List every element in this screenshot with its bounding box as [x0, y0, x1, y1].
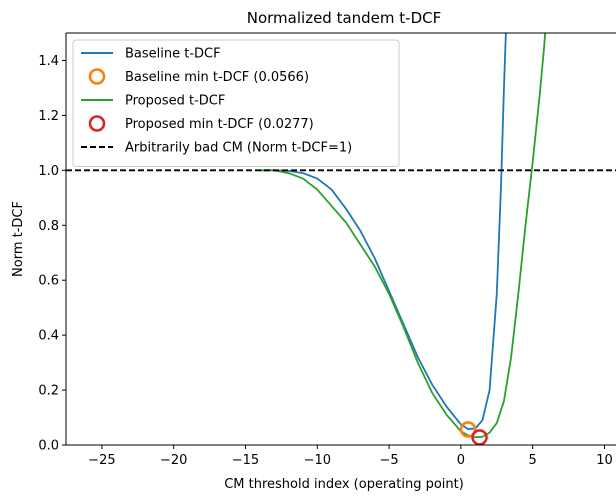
x-tick-label: −25 — [88, 453, 115, 468]
legend: Baseline t-DCF Baseline min t-DCF (0.0566… — [72, 39, 400, 167]
x-tick-label: 10 — [596, 453, 613, 468]
x-axis-label: CM threshold index (operating point) — [224, 477, 464, 492]
x-tick-label: 5 — [529, 453, 537, 468]
legend-label: Arbitrarily bad CM (Norm t-DCF=1) — [125, 141, 352, 156]
series-3-min-marker — [471, 429, 488, 445]
y-tick-label: 0.4 — [38, 329, 59, 344]
legend-frame — [72, 39, 400, 167]
x-tick-label: 0 — [457, 453, 465, 468]
legend-label: Baseline t-DCF — [125, 47, 221, 62]
x-tick-label: −5 — [379, 453, 398, 468]
y-tick-label: 0.8 — [38, 219, 59, 234]
legend-label: Baseline min t-DCF (0.0566) — [125, 70, 309, 85]
y-axis-label: Norm t-DCF — [11, 201, 26, 277]
x-tick-label: −10 — [304, 453, 331, 468]
legend-swatch-marker — [88, 115, 106, 132]
series-0-line — [258, 33, 507, 430]
y-tick-label: 0.6 — [38, 274, 59, 289]
y-tick-label: 1.4 — [38, 54, 59, 69]
series-1-min-marker — [459, 421, 477, 438]
y-tick-label: 0.0 — [38, 439, 59, 454]
x-tick-label: −20 — [160, 453, 187, 468]
series-2-line — [258, 33, 547, 439]
legend-swatch-marker — [88, 68, 106, 85]
chart-title: Normalized tandem t-DCF — [247, 9, 442, 27]
legend-label: Proposed min t-DCF (0.0277) — [125, 117, 314, 132]
legend-label: Proposed t-DCF — [125, 94, 225, 109]
y-tick-label: 0.2 — [38, 384, 59, 399]
x-tick-label: −15 — [232, 453, 259, 468]
y-tick-label: 1.2 — [38, 109, 59, 124]
y-tick-label: 1.0 — [38, 164, 59, 179]
